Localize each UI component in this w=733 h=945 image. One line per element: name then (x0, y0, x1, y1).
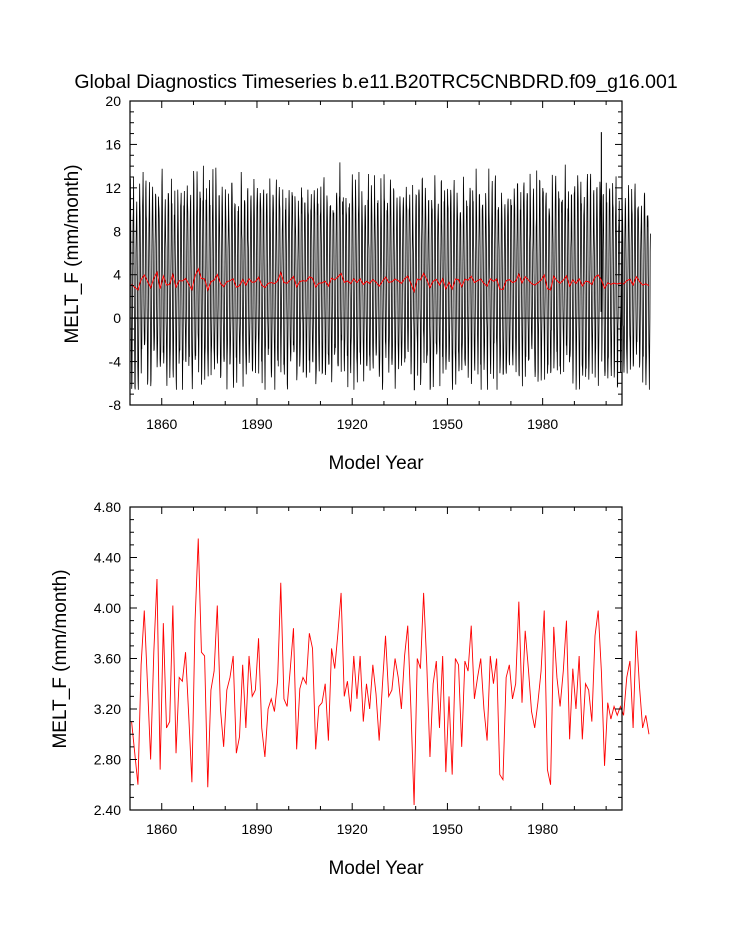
chart-title: Global Diagnostics Timeseries b.e11.B20T… (74, 71, 677, 93)
bottom-y-tick-label: 2.80 (94, 752, 121, 768)
bottom-x-axis-label: Model Year (328, 858, 424, 879)
top-y-tick-label: 20 (105, 93, 121, 109)
top-y-tick-label: 0 (113, 310, 121, 326)
top-y-axis-label: MELT_F (mm/month) (62, 164, 83, 343)
top-panel: -8 -4 0 4 8 12 16 20 1860 1890 1920 1950 1980 Model … (62, 93, 651, 474)
bottom-plot-area (131, 538, 650, 805)
top-axes: -8 -4 0 4 8 12 16 20 1860 1890 1920 1950 1980 (105, 93, 623, 432)
top-x-tick-label: 1980 (527, 416, 558, 432)
bottom-y-tick-label: 3.20 (94, 701, 121, 717)
bottom-x-tick-label: 1920 (337, 821, 368, 837)
bottom-panel: 2.40 2.80 3.20 3.60 4.00 4.40 4.80 1860 1890 1920… (50, 499, 650, 879)
bottom-y-tick-label: 4.80 (94, 499, 121, 515)
top-y-tick-label: 12 (105, 180, 121, 196)
bottom-y-tick-label: 4.40 (94, 550, 121, 566)
top-y-tick-label: 16 (105, 136, 121, 152)
bottom-x-tick-label: 1890 (241, 821, 272, 837)
bottom-y-axis-label: MELT_F (mm/month) (50, 569, 71, 748)
top-y-tick-label: 4 (113, 267, 121, 283)
top-x-tick-label: 1950 (432, 416, 463, 432)
top-x-tick-label: 1890 (241, 416, 272, 432)
bottom-axes: 2.40 2.80 3.20 3.60 4.00 4.40 4.80 1860 1890 1920… (94, 499, 623, 837)
top-plot-frame (129, 100, 623, 406)
bottom-y-tick-label: 3.60 (94, 651, 121, 667)
top-x-tick-label: 1920 (337, 416, 368, 432)
bottom-plot-frame (129, 506, 623, 811)
bottom-annual-series-line (131, 538, 650, 805)
top-y-tick-label: -8 (109, 397, 122, 413)
bottom-y-tick-label: 4.00 (94, 600, 121, 616)
bottom-y-tick-label: 2.40 (94, 802, 121, 818)
top-annual-series-line (131, 267, 650, 294)
top-x-axis-label: Model Year (328, 453, 424, 474)
top-x-tick-label: 1860 (146, 416, 177, 432)
top-plot-area (129, 132, 651, 391)
top-y-tick-label: -4 (109, 354, 122, 370)
top-y-tick-label: 8 (113, 223, 121, 239)
bottom-x-tick-label: 1860 (146, 821, 177, 837)
bottom-x-tick-label: 1950 (432, 821, 463, 837)
top-monthly-series-line (129, 132, 651, 391)
bottom-x-tick-label: 1980 (527, 821, 558, 837)
